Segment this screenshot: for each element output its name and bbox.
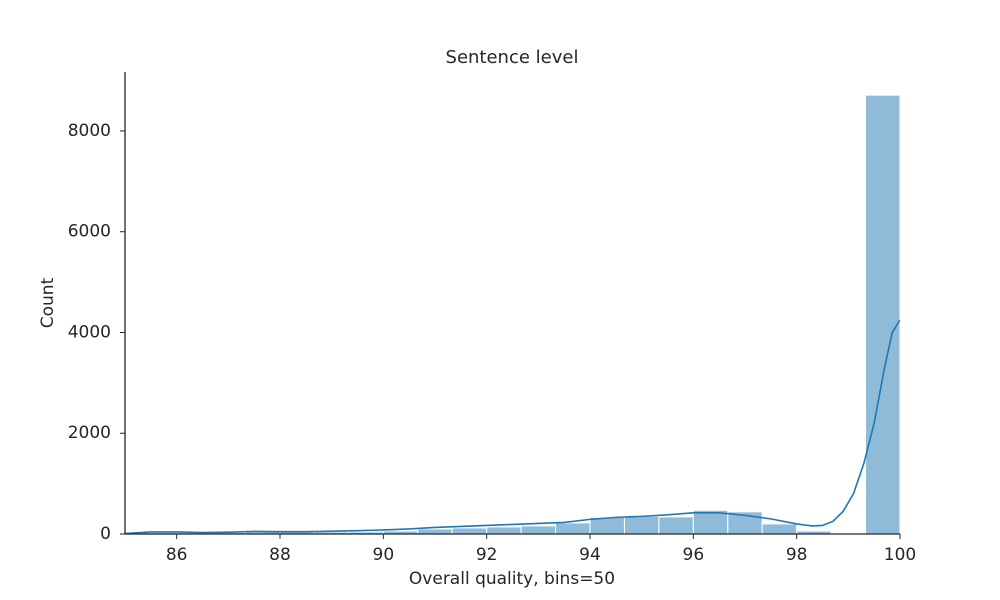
histogram-bar — [451, 527, 488, 534]
histogram-bar — [865, 94, 900, 534]
histogram-bar — [555, 522, 591, 534]
plot-area — [125, 94, 900, 534]
x-tick-label: 94 — [579, 545, 601, 565]
histogram-bar — [796, 530, 832, 534]
x-tick-label: 90 — [373, 545, 395, 565]
x-tick-label: 98 — [786, 545, 808, 565]
histogram-bar — [658, 516, 694, 534]
chart-title: Sentence level — [446, 47, 579, 68]
y-tick-label: 8000 — [68, 121, 111, 141]
histogram-bar — [520, 525, 557, 534]
x-tick-label: 88 — [269, 545, 291, 565]
histogram-bar — [623, 515, 660, 534]
x-tick-label: 100 — [884, 545, 916, 565]
y-tick-label: 2000 — [68, 423, 111, 443]
y-tick-label: 0 — [100, 524, 111, 544]
histogram-bar — [727, 511, 763, 534]
histogram-bar — [486, 526, 522, 534]
x-tick-label: 96 — [683, 545, 705, 565]
histogram-bar — [589, 516, 625, 534]
x-axis-label: Overall quality, bins=50 — [409, 569, 615, 589]
y-axis-label: Count — [38, 277, 58, 328]
y-tick-label: 6000 — [68, 222, 111, 242]
histogram-bar — [761, 523, 798, 534]
x-tick-label: 86 — [166, 545, 188, 565]
y-tick-label: 4000 — [68, 322, 111, 342]
kde-line — [125, 319, 900, 534]
x-tick-label: 92 — [476, 545, 498, 565]
histogram-bar — [417, 528, 453, 534]
